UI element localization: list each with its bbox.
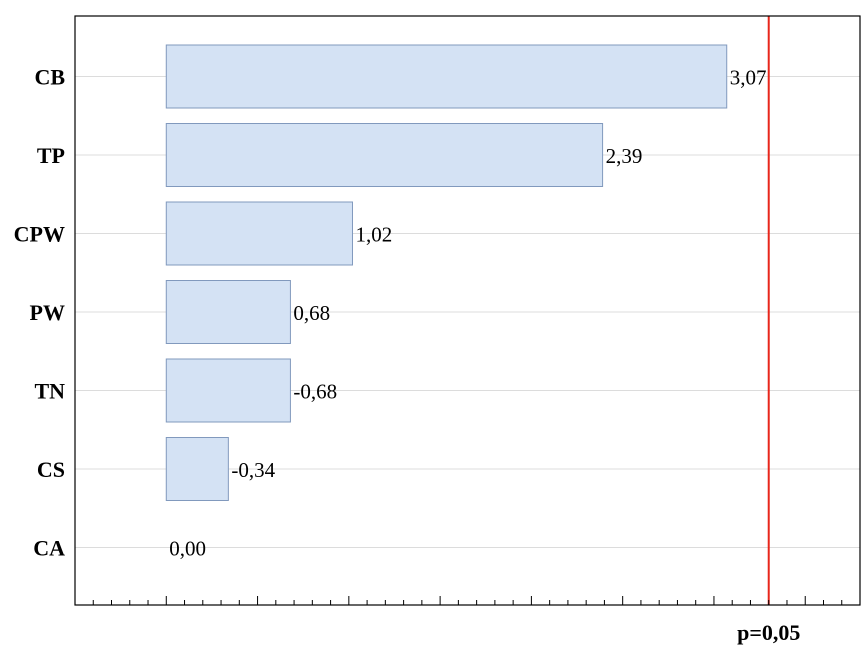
- bars: [165, 44, 728, 501]
- value-label-pw: 0,68: [293, 301, 330, 325]
- category-label-cs: CS: [37, 457, 65, 482]
- value-label-cpw: 1,02: [355, 223, 392, 247]
- plot-frame: [74, 15, 861, 606]
- value-label-cb: 3,07: [730, 66, 767, 90]
- value-label-tp: 2,39: [606, 144, 643, 168]
- category-label-cpw: CPW: [14, 222, 65, 247]
- category-label-tp: TP: [37, 143, 65, 168]
- bar-cb: [165, 44, 728, 109]
- bar-cpw: [165, 201, 353, 266]
- bar-tp: [165, 123, 604, 187]
- bar-cs: [165, 437, 229, 501]
- x-axis-ticks: [74, 596, 861, 605]
- category-label-ca: CA: [33, 536, 65, 561]
- category-label-tn: TN: [34, 379, 65, 404]
- value-label-tn: -0,68: [293, 380, 337, 404]
- labels: CB 3,07 TP 2,39 CPW 1,02 PW 0,68 TN -0,68 CS -0,34 C…: [14, 65, 801, 646]
- category-label-cb: CB: [34, 65, 65, 90]
- significance-label: p=0,05: [737, 620, 800, 645]
- value-label-cs: -0,34: [231, 458, 275, 482]
- bar-pw: [165, 280, 291, 344]
- bar-tn: [165, 358, 291, 423]
- category-label-pw: PW: [30, 300, 65, 325]
- plot-border: [74, 15, 861, 606]
- value-label-ca: 0,00: [169, 537, 206, 561]
